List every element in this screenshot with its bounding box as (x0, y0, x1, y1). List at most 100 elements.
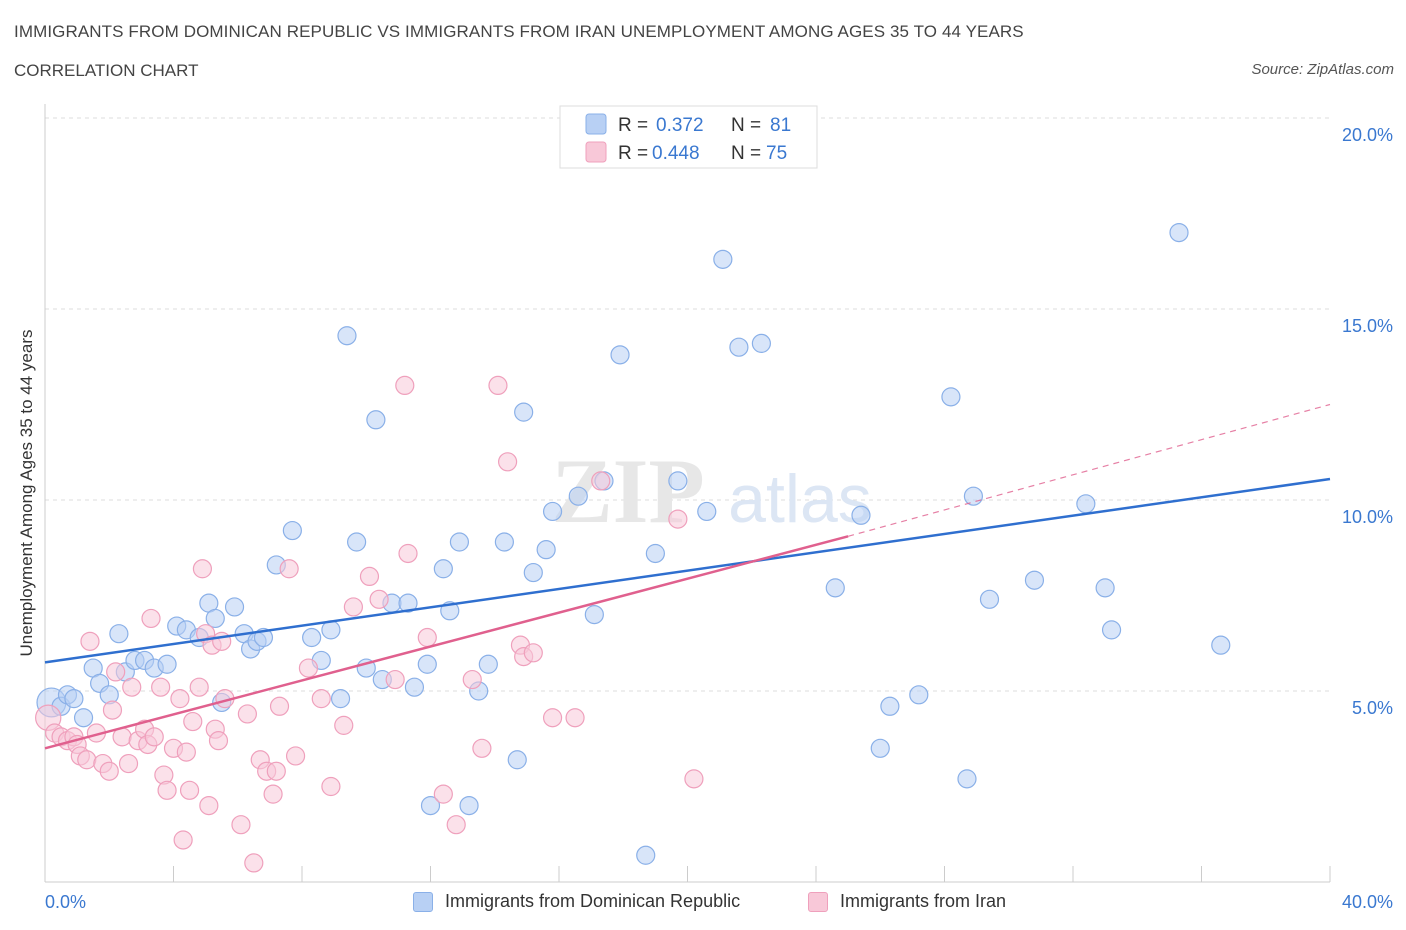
iran-point (369, 589, 389, 609)
dominican-point (64, 689, 84, 709)
dominican-point (645, 543, 665, 564)
iran-point (237, 704, 257, 724)
dominican-point (433, 559, 453, 579)
top-legend: R = 0.372 N = 81 R = 0.448 N = 75 (559, 105, 818, 169)
dominican-point (851, 505, 871, 525)
dominican-point (713, 249, 733, 269)
iran-point (498, 452, 518, 472)
iran-point (462, 669, 482, 690)
bottom-legend-item-dominican: Immigrants from Dominican Republic (413, 891, 740, 912)
iran-point (189, 677, 209, 697)
iran-point (269, 696, 290, 716)
dominican-point (224, 597, 245, 617)
iran-point (208, 731, 229, 751)
iran-point (417, 627, 437, 648)
iran-point (144, 727, 164, 747)
iran-point (311, 689, 331, 709)
iran-point (118, 753, 139, 774)
legend-r-label-2: R = (618, 143, 648, 164)
dominican-point (398, 593, 418, 613)
dominican-point (870, 738, 890, 758)
dominican-point (507, 750, 527, 770)
dominican-point (109, 624, 129, 644)
y-tick-label: 10.0% (1342, 507, 1393, 527)
legend-swatch-blue (585, 113, 607, 135)
iran-point (668, 509, 688, 529)
iran-point (263, 784, 283, 804)
bottom-legend-label-dominican: Immigrants from Dominican Republic (445, 891, 741, 911)
bottom-legend-item-iran: Immigrants from Iran (808, 891, 1006, 912)
y-tick-label: 20.0% (1342, 125, 1393, 145)
dominican-point (584, 604, 604, 625)
iran-point (102, 700, 123, 720)
dominican-point (282, 520, 302, 541)
iran-trend-line (44, 535, 849, 750)
iran-point (192, 559, 213, 579)
iran-point (398, 543, 418, 564)
dominican-point (205, 608, 225, 629)
chart-subtitle: CORRELATION CHART (14, 61, 199, 80)
dominican-point (1095, 578, 1115, 598)
bottom-legend-swatch-blue (413, 891, 433, 912)
iran-point (433, 784, 453, 804)
dominican-point (697, 501, 717, 522)
iran-point (285, 746, 306, 766)
dominican-point (302, 627, 322, 648)
iran-point (231, 815, 251, 835)
y-tick-label: 5.0% (1352, 698, 1393, 718)
iran-point (77, 750, 97, 770)
dominican-point (459, 795, 479, 816)
dominican-point (957, 769, 977, 789)
bottom-legend-swatch-pink (808, 891, 828, 912)
dominican-point (536, 540, 556, 560)
iran-point (99, 761, 119, 781)
x-tick-label: 40.0% (1342, 892, 1393, 912)
legend-r-label-1: R = (618, 115, 648, 136)
iran-point (173, 830, 193, 850)
dominican-point (941, 387, 961, 407)
legend-n-value-2: 75 (766, 143, 787, 164)
iran-point (565, 708, 585, 728)
axes (44, 104, 1331, 883)
dominican-point (963, 486, 984, 506)
dominican-point (729, 337, 749, 357)
y-tick-label: 15.0% (1342, 316, 1393, 336)
dominican-point (337, 326, 357, 346)
iran-point (298, 658, 319, 678)
dominican-point (1211, 635, 1231, 655)
dominican-point (636, 845, 656, 865)
y-axis-label: Unemployment Among Ages 35 to 44 years (17, 330, 36, 657)
legend-r-value-1: 0.372 (656, 115, 704, 136)
iran-point (244, 853, 264, 873)
dominican-point (909, 685, 929, 705)
iran-point (684, 769, 704, 789)
iran-point (446, 815, 466, 835)
source-credit: Source: ZipAtlas.com (1251, 61, 1394, 78)
iran-point (266, 761, 286, 781)
dominican-point (449, 532, 470, 552)
legend-n-value-1: 81 (770, 115, 791, 136)
dominican-point (420, 795, 441, 816)
bottom-legend-label-iran: Immigrants from Iran (840, 891, 1007, 911)
dominican-point (157, 654, 177, 674)
dominican-point (1101, 620, 1122, 640)
dominican-point (1076, 494, 1096, 514)
iran-point (334, 715, 354, 735)
watermark-atlas: atlas (728, 461, 872, 537)
dominican-point (568, 486, 588, 506)
dominican-point (478, 654, 498, 674)
dominican-trend-line (44, 477, 1331, 664)
iran-point (385, 669, 405, 690)
iran-point (359, 566, 380, 587)
iran-point (542, 708, 563, 728)
legend-r-value-2: 0.448 (652, 143, 700, 164)
iran-point (343, 597, 363, 617)
dominican-point (494, 532, 514, 552)
watermark: ZIP atlas (551, 440, 872, 542)
iran-point (523, 643, 543, 663)
legend-n-label-2: N = (731, 143, 761, 164)
trend-lines (44, 403, 1331, 750)
iran-point (179, 780, 200, 800)
series-dominican-points (36, 223, 1231, 865)
